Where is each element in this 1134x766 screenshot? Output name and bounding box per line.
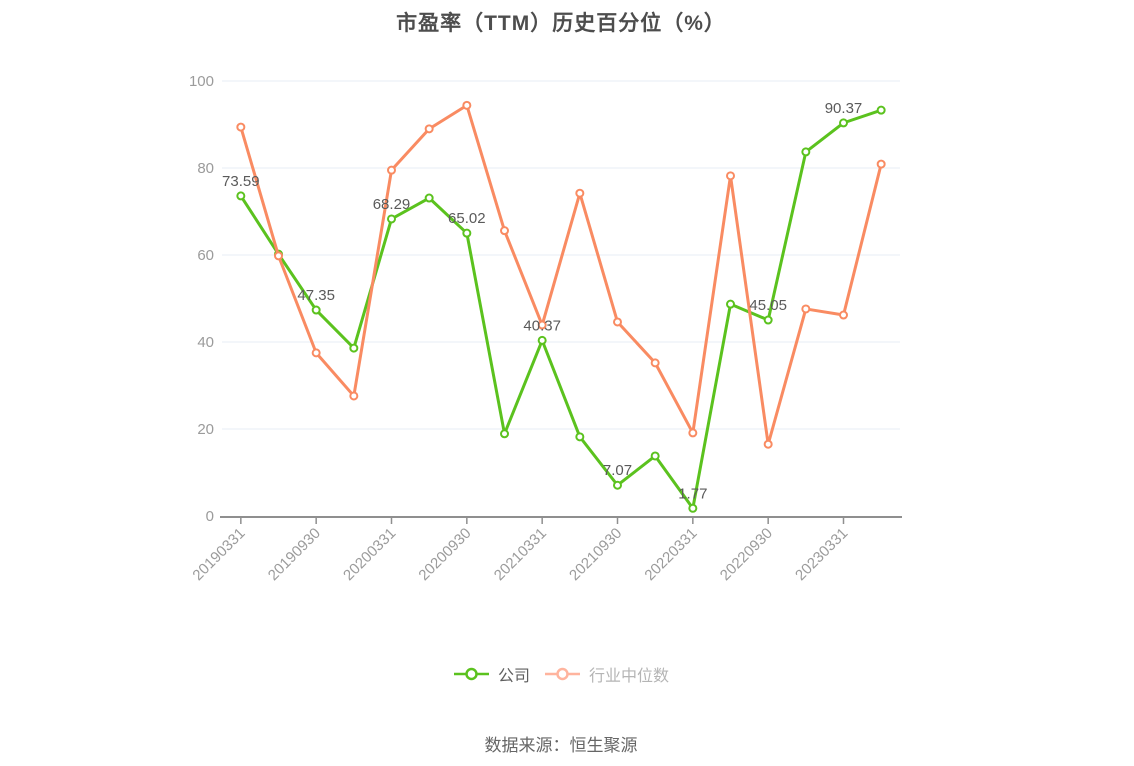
svg-text:45.05: 45.05 [749, 297, 787, 314]
svg-text:100: 100 [189, 73, 214, 90]
svg-text:60: 60 [197, 247, 214, 264]
svg-text:20210331: 20210331 [491, 525, 550, 584]
legend-label-company: 公司 [497, 668, 530, 685]
svg-text:20: 20 [197, 421, 214, 438]
chart-title: 市盈率（TTM）历史百分位（%） [396, 12, 726, 35]
svg-text:20190930: 20190930 [265, 525, 324, 584]
svg-text:40: 40 [197, 334, 214, 351]
svg-text:90.37: 90.37 [825, 100, 863, 117]
svg-text:73.59: 73.59 [222, 173, 260, 190]
line-chart-canvas[interactable]: 0 20 40 60 80 100 20190331 20190930 20200331 2020… [0, 0, 1134, 615]
svg-text:65.02: 65.02 [448, 210, 486, 227]
svg-text:20190331: 20190331 [189, 525, 248, 584]
data-source: 数据来源：恒生聚源 [484, 736, 638, 755]
svg-text:40.37: 40.37 [523, 317, 561, 334]
industry-median-line-icon [545, 667, 580, 681]
svg-text:80: 80 [197, 160, 214, 177]
chart-legend: 公司 行业中位数 [0, 662, 1122, 686]
svg-text:20200331: 20200331 [340, 525, 399, 584]
svg-text:1.77: 1.77 [678, 485, 707, 502]
svg-text:7.07: 7.07 [603, 462, 632, 479]
legend-item-company[interactable]: 公司 [453, 662, 530, 686]
svg-text:20230331: 20230331 [792, 525, 851, 584]
svg-text:20210930: 20210930 [566, 525, 625, 584]
svg-text:0: 0 [206, 508, 214, 525]
legend-item-industry-median[interactable]: 行业中位数 [544, 662, 669, 686]
svg-text:20220930: 20220930 [717, 525, 776, 584]
svg-text:47.35: 47.35 [297, 287, 335, 304]
svg-text:68.29: 68.29 [373, 196, 411, 213]
company-line-icon [453, 667, 489, 681]
svg-text:20220331: 20220331 [641, 525, 700, 584]
legend-label-industry-median: 行业中位数 [589, 668, 670, 685]
svg-text:20200930: 20200930 [415, 525, 474, 584]
